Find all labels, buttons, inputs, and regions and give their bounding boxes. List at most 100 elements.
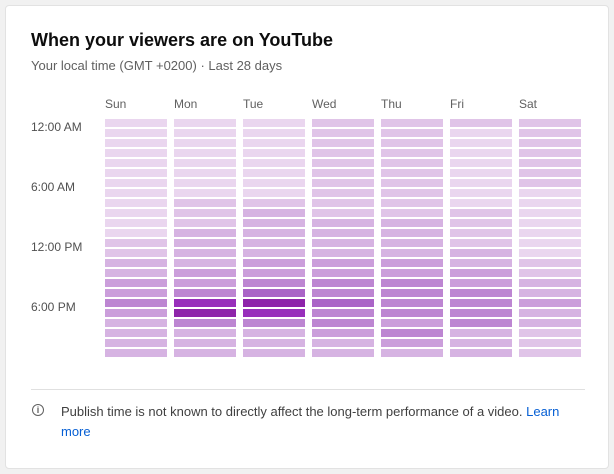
heatmap-cell[interactable] [519,319,581,327]
heatmap-cell[interactable] [174,299,236,307]
heatmap-cell[interactable] [174,159,236,167]
heatmap-cell[interactable] [381,209,443,217]
heatmap-cell[interactable] [450,319,512,327]
heatmap-cell[interactable] [174,319,236,327]
heatmap-cell[interactable] [519,119,581,127]
heatmap-cell[interactable] [381,199,443,207]
heatmap-cell[interactable] [243,169,305,177]
heatmap-cell[interactable] [174,259,236,267]
heatmap-cell[interactable] [243,259,305,267]
heatmap-cell[interactable] [105,189,167,197]
heatmap-cell[interactable] [312,279,374,287]
heatmap-cell[interactable] [174,189,236,197]
heatmap-cell[interactable] [105,299,167,307]
heatmap-cell[interactable] [312,149,374,157]
heatmap-cell[interactable] [450,149,512,157]
heatmap-cell[interactable] [174,179,236,187]
heatmap-cell[interactable] [519,279,581,287]
heatmap-cell[interactable] [381,269,443,277]
heatmap-cell[interactable] [243,309,305,317]
heatmap-cell[interactable] [450,129,512,137]
heatmap-cell[interactable] [105,309,167,317]
heatmap-cell[interactable] [243,129,305,137]
heatmap-cell[interactable] [450,219,512,227]
heatmap-cell[interactable] [174,239,236,247]
heatmap-cell[interactable] [105,169,167,177]
heatmap-cell[interactable] [105,119,167,127]
heatmap-cell[interactable] [450,259,512,267]
heatmap-cell[interactable] [174,209,236,217]
heatmap-cell[interactable] [450,349,512,357]
heatmap-cell[interactable] [105,159,167,167]
heatmap-cell[interactable] [312,249,374,257]
heatmap-cell[interactable] [312,299,374,307]
heatmap-cell[interactable] [312,169,374,177]
heatmap-cell[interactable] [519,259,581,267]
heatmap-cell[interactable] [519,239,581,247]
heatmap-cell[interactable] [243,189,305,197]
heatmap-cell[interactable] [381,249,443,257]
heatmap-cell[interactable] [105,239,167,247]
heatmap-cell[interactable] [381,329,443,337]
heatmap-cell[interactable] [243,139,305,147]
heatmap-cell[interactable] [174,219,236,227]
heatmap-cell[interactable] [105,249,167,257]
heatmap-cell[interactable] [381,339,443,347]
heatmap-cell[interactable] [450,139,512,147]
heatmap-cell[interactable] [312,269,374,277]
heatmap-cell[interactable] [243,199,305,207]
heatmap-cell[interactable] [105,139,167,147]
heatmap-cell[interactable] [312,199,374,207]
heatmap-cell[interactable] [174,229,236,237]
heatmap-cell[interactable] [381,259,443,267]
heatmap-cell[interactable] [174,139,236,147]
heatmap-cell[interactable] [174,289,236,297]
heatmap-cell[interactable] [243,299,305,307]
heatmap-cell[interactable] [312,309,374,317]
heatmap-cell[interactable] [105,339,167,347]
heatmap-cell[interactable] [519,129,581,137]
heatmap-cell[interactable] [381,139,443,147]
heatmap-cell[interactable] [174,329,236,337]
heatmap-cell[interactable] [381,239,443,247]
heatmap-cell[interactable] [519,209,581,217]
heatmap-cell[interactable] [174,169,236,177]
heatmap-cell[interactable] [174,149,236,157]
heatmap-cell[interactable] [105,279,167,287]
heatmap-cell[interactable] [381,349,443,357]
heatmap-cell[interactable] [243,249,305,257]
heatmap-cell[interactable] [105,319,167,327]
heatmap-cell[interactable] [519,289,581,297]
heatmap-cell[interactable] [381,169,443,177]
heatmap-cell[interactable] [312,239,374,247]
heatmap-cell[interactable] [243,119,305,127]
heatmap-cell[interactable] [450,229,512,237]
heatmap-cell[interactable] [312,129,374,137]
heatmap-cell[interactable] [312,209,374,217]
heatmap-cell[interactable] [519,329,581,337]
heatmap-cell[interactable] [174,129,236,137]
heatmap-cell[interactable] [174,269,236,277]
heatmap-cell[interactable] [312,319,374,327]
heatmap-cell[interactable] [312,349,374,357]
heatmap-cell[interactable] [519,179,581,187]
heatmap-cell[interactable] [519,309,581,317]
heatmap-cell[interactable] [243,329,305,337]
heatmap-cell[interactable] [243,239,305,247]
heatmap-cell[interactable] [519,169,581,177]
heatmap-cell[interactable] [519,249,581,257]
heatmap-cell[interactable] [243,179,305,187]
heatmap-cell[interactable] [105,329,167,337]
heatmap-cell[interactable] [312,179,374,187]
heatmap-cell[interactable] [519,189,581,197]
heatmap-cell[interactable] [105,219,167,227]
heatmap-cell[interactable] [381,289,443,297]
heatmap-cell[interactable] [450,249,512,257]
heatmap-cell[interactable] [174,199,236,207]
heatmap-cell[interactable] [450,119,512,127]
heatmap-cell[interactable] [243,279,305,287]
heatmap-cell[interactable] [450,269,512,277]
heatmap-cell[interactable] [519,149,581,157]
heatmap-cell[interactable] [312,139,374,147]
heatmap-cell[interactable] [381,119,443,127]
